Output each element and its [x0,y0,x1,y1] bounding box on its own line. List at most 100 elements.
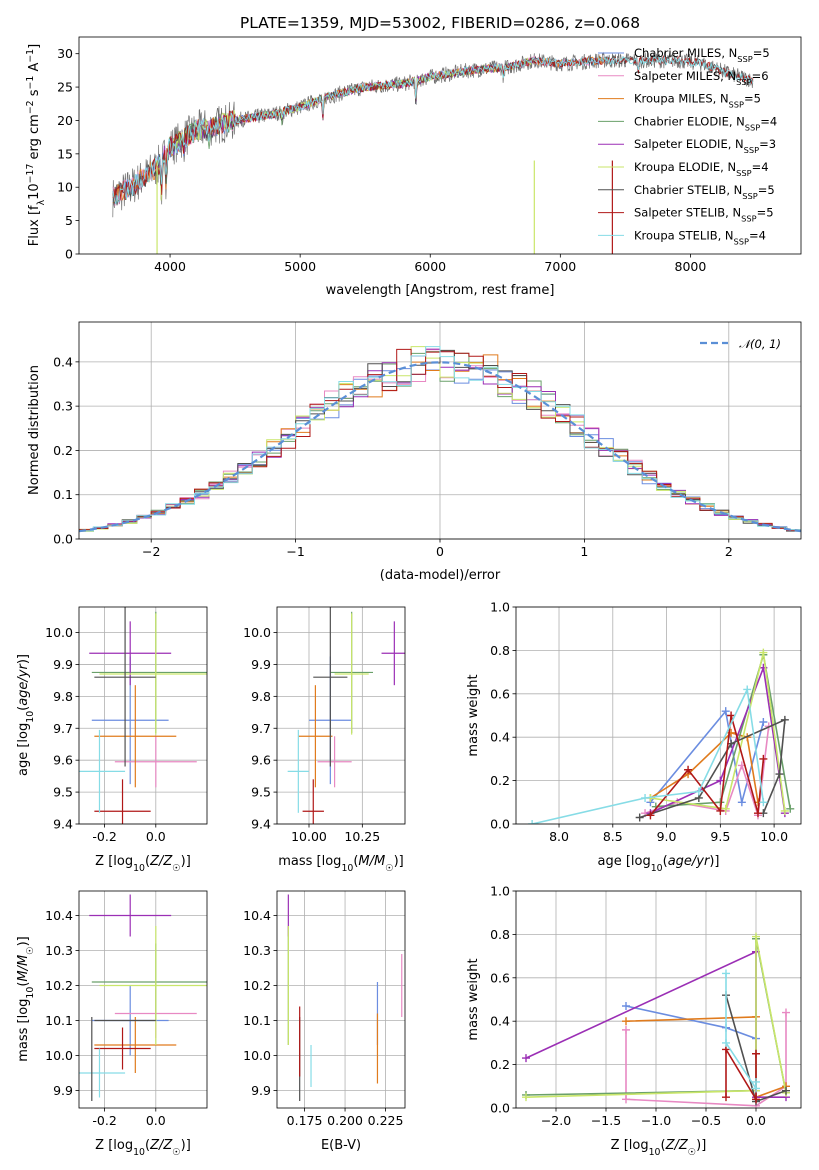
label-part: Kroupa STELIB, N [634,228,734,242]
label-part: Salpeter STELIB, N [634,206,741,220]
label-part: )] [16,654,31,664]
label-part: A [27,63,42,76]
y-tick-label: 9.8 [251,689,271,704]
axes-frame [515,606,802,825]
y-tick-label: 10 [57,180,73,195]
histogram-kroupa_stelib [79,346,801,532]
label-part: )] [181,1138,191,1153]
weight-marker-salpeter_stelib [752,1095,760,1104]
label-part: Z [log [611,1138,649,1153]
label-part: ☉ [172,1147,180,1158]
label-part: erg cm [27,114,42,163]
label-part: SSP [736,77,751,87]
label-part: SSP [729,100,744,110]
x-tick-label: 0.175 [287,1113,323,1128]
weight-line-salpeter_stelib [649,715,765,816]
axes-frame [276,606,406,825]
x-tick-label: 7000 [544,259,576,274]
x-tick-label: −1 [286,544,304,559]
y-tick-label: 10.0 [243,1048,271,1063]
axes-age-vs-mass: 10.00 10.25 9.4 9.5 9.6 9.7 9.8 9.9 10.0 mass [lo… [243,606,406,874]
x-tick-label: -0.2 [92,829,116,844]
label-part: ( [16,982,31,987]
y-tick-label: 9.9 [251,1083,271,1098]
label-part: Salpeter MILES, N [634,69,736,83]
x-tick-label: 4000 [154,259,186,274]
weight-marker-kroupa_elodie [780,806,789,815]
label-part: =5 [758,183,775,197]
x-tick-label: −1.5 [591,1113,621,1128]
axes-mass-vs-EBV: 0.175 0.200 0.225 9.9 10.0 10.1 10.2 10.3 10.4 E(… [243,890,406,1153]
weight-marker-salpeter_stelib [684,765,693,774]
x-axis-label: wavelength [Angstrom, rest frame] [326,283,555,298]
legend-entry-chabrier_stelib: Chabrier STELIB, NSSP=5 [634,183,775,201]
y-tick-label: 10.2 [45,978,73,993]
x-tick-label: 0.0 [146,1113,166,1128]
y-tick-label: 5 [65,213,73,228]
y-tick-label: 0.1 [53,487,73,502]
label-part: Chabrier MILES, N [634,46,737,60]
y-tick-label: 9.9 [53,1083,73,1098]
legend-entry-kroupa_elodie: Kroupa ELODIE, NSSP=4 [634,160,769,178]
label-part: −1 [25,76,36,90]
y-tick-label: 1.0 [490,884,510,899]
axes-frame [78,321,802,540]
y-tick-label: 0.8 [490,643,510,658]
y-tick-label: 9.9 [251,657,271,672]
weight-marker-chabrier_miles [737,798,746,807]
label-part: =5 [753,46,770,60]
label-part: )] [696,1138,706,1153]
weight-marker-kroupa_stelib [722,969,730,978]
axes-weight-vs-Z: −2.0 −1.5 −1.0 −0.5 0.0 0.0 0.2 0.4 0.6 0.8 1.0 mas… [466,884,802,1158]
y-tick-label: 9.6 [53,753,73,768]
x-tick-label: 10.25 [344,829,380,844]
y-tick-label: 10.2 [243,978,271,993]
y-tick-label: 9.6 [251,753,271,768]
label-part: ( [16,706,31,711]
y-tick-label: 0.4 [490,730,510,745]
y-axis-label: mass weight [466,958,481,1040]
x-tick-label: 8000 [675,259,707,274]
label-part: M/M [16,955,31,982]
weight-marker-chabrier_miles [721,707,730,716]
weight-marker-kroupa_stelib [722,1038,730,1047]
weight-line-salpeter_stelib [725,1046,757,1103]
label-part: age/yr [668,854,711,869]
label-part: )] [16,936,31,946]
x-axis-label: Z [log10(Z/Z☉)] [611,1138,707,1158]
legend-entry-salpeter_elodie: Salpeter ELODIE, NSSP=3 [634,137,776,155]
label-part: age [log [597,854,650,869]
label-part: age/yr [16,662,31,705]
y-tick-label: 0.2 [490,773,510,788]
label-part: =6 [752,69,769,83]
x-tick-label: 0 [436,544,444,559]
x-tick-label: 9.5 [710,829,730,844]
y-tick-label: 0.0 [490,1101,510,1116]
y-tick-label: 10.0 [45,1048,73,1063]
label-part: ( [661,1138,666,1153]
label-part: Z [log [95,854,133,869]
label-part: ☉ [385,863,393,874]
y-tick-label: 0 [65,247,73,262]
y-tick-label: 9.7 [53,721,73,736]
x-tick-label: −2.0 [541,1113,571,1128]
weight-marker-salpeter_elodie [522,1054,530,1063]
plot-area [79,346,801,533]
label-part: SSP [736,168,751,178]
legend-gaussian-label: 𝒩(0, 1) [739,337,781,351]
y-tick-label: 20 [57,113,73,128]
plot-area [79,607,207,824]
weight-marker-salpeter_stelib [759,754,768,763]
y-tick-label: 0.4 [490,1014,510,1029]
x-axis-label: Z [log10(Z/Z☉)] [95,854,191,874]
label-part: SSP [741,214,756,224]
label-part: )] [709,854,719,869]
weight-marker-kroupa_miles [622,1017,630,1026]
y-tick-label: 0.2 [490,1057,510,1072]
y-tick-label: 0.4 [53,354,73,369]
legend-entry-kroupa_stelib: Kroupa STELIB, NSSP=4 [634,228,766,246]
weight-marker-kroupa_stelib [528,820,537,824]
label-part: Chabrier STELIB, N [634,183,742,197]
x-tick-label: 0.0 [746,1113,766,1128]
